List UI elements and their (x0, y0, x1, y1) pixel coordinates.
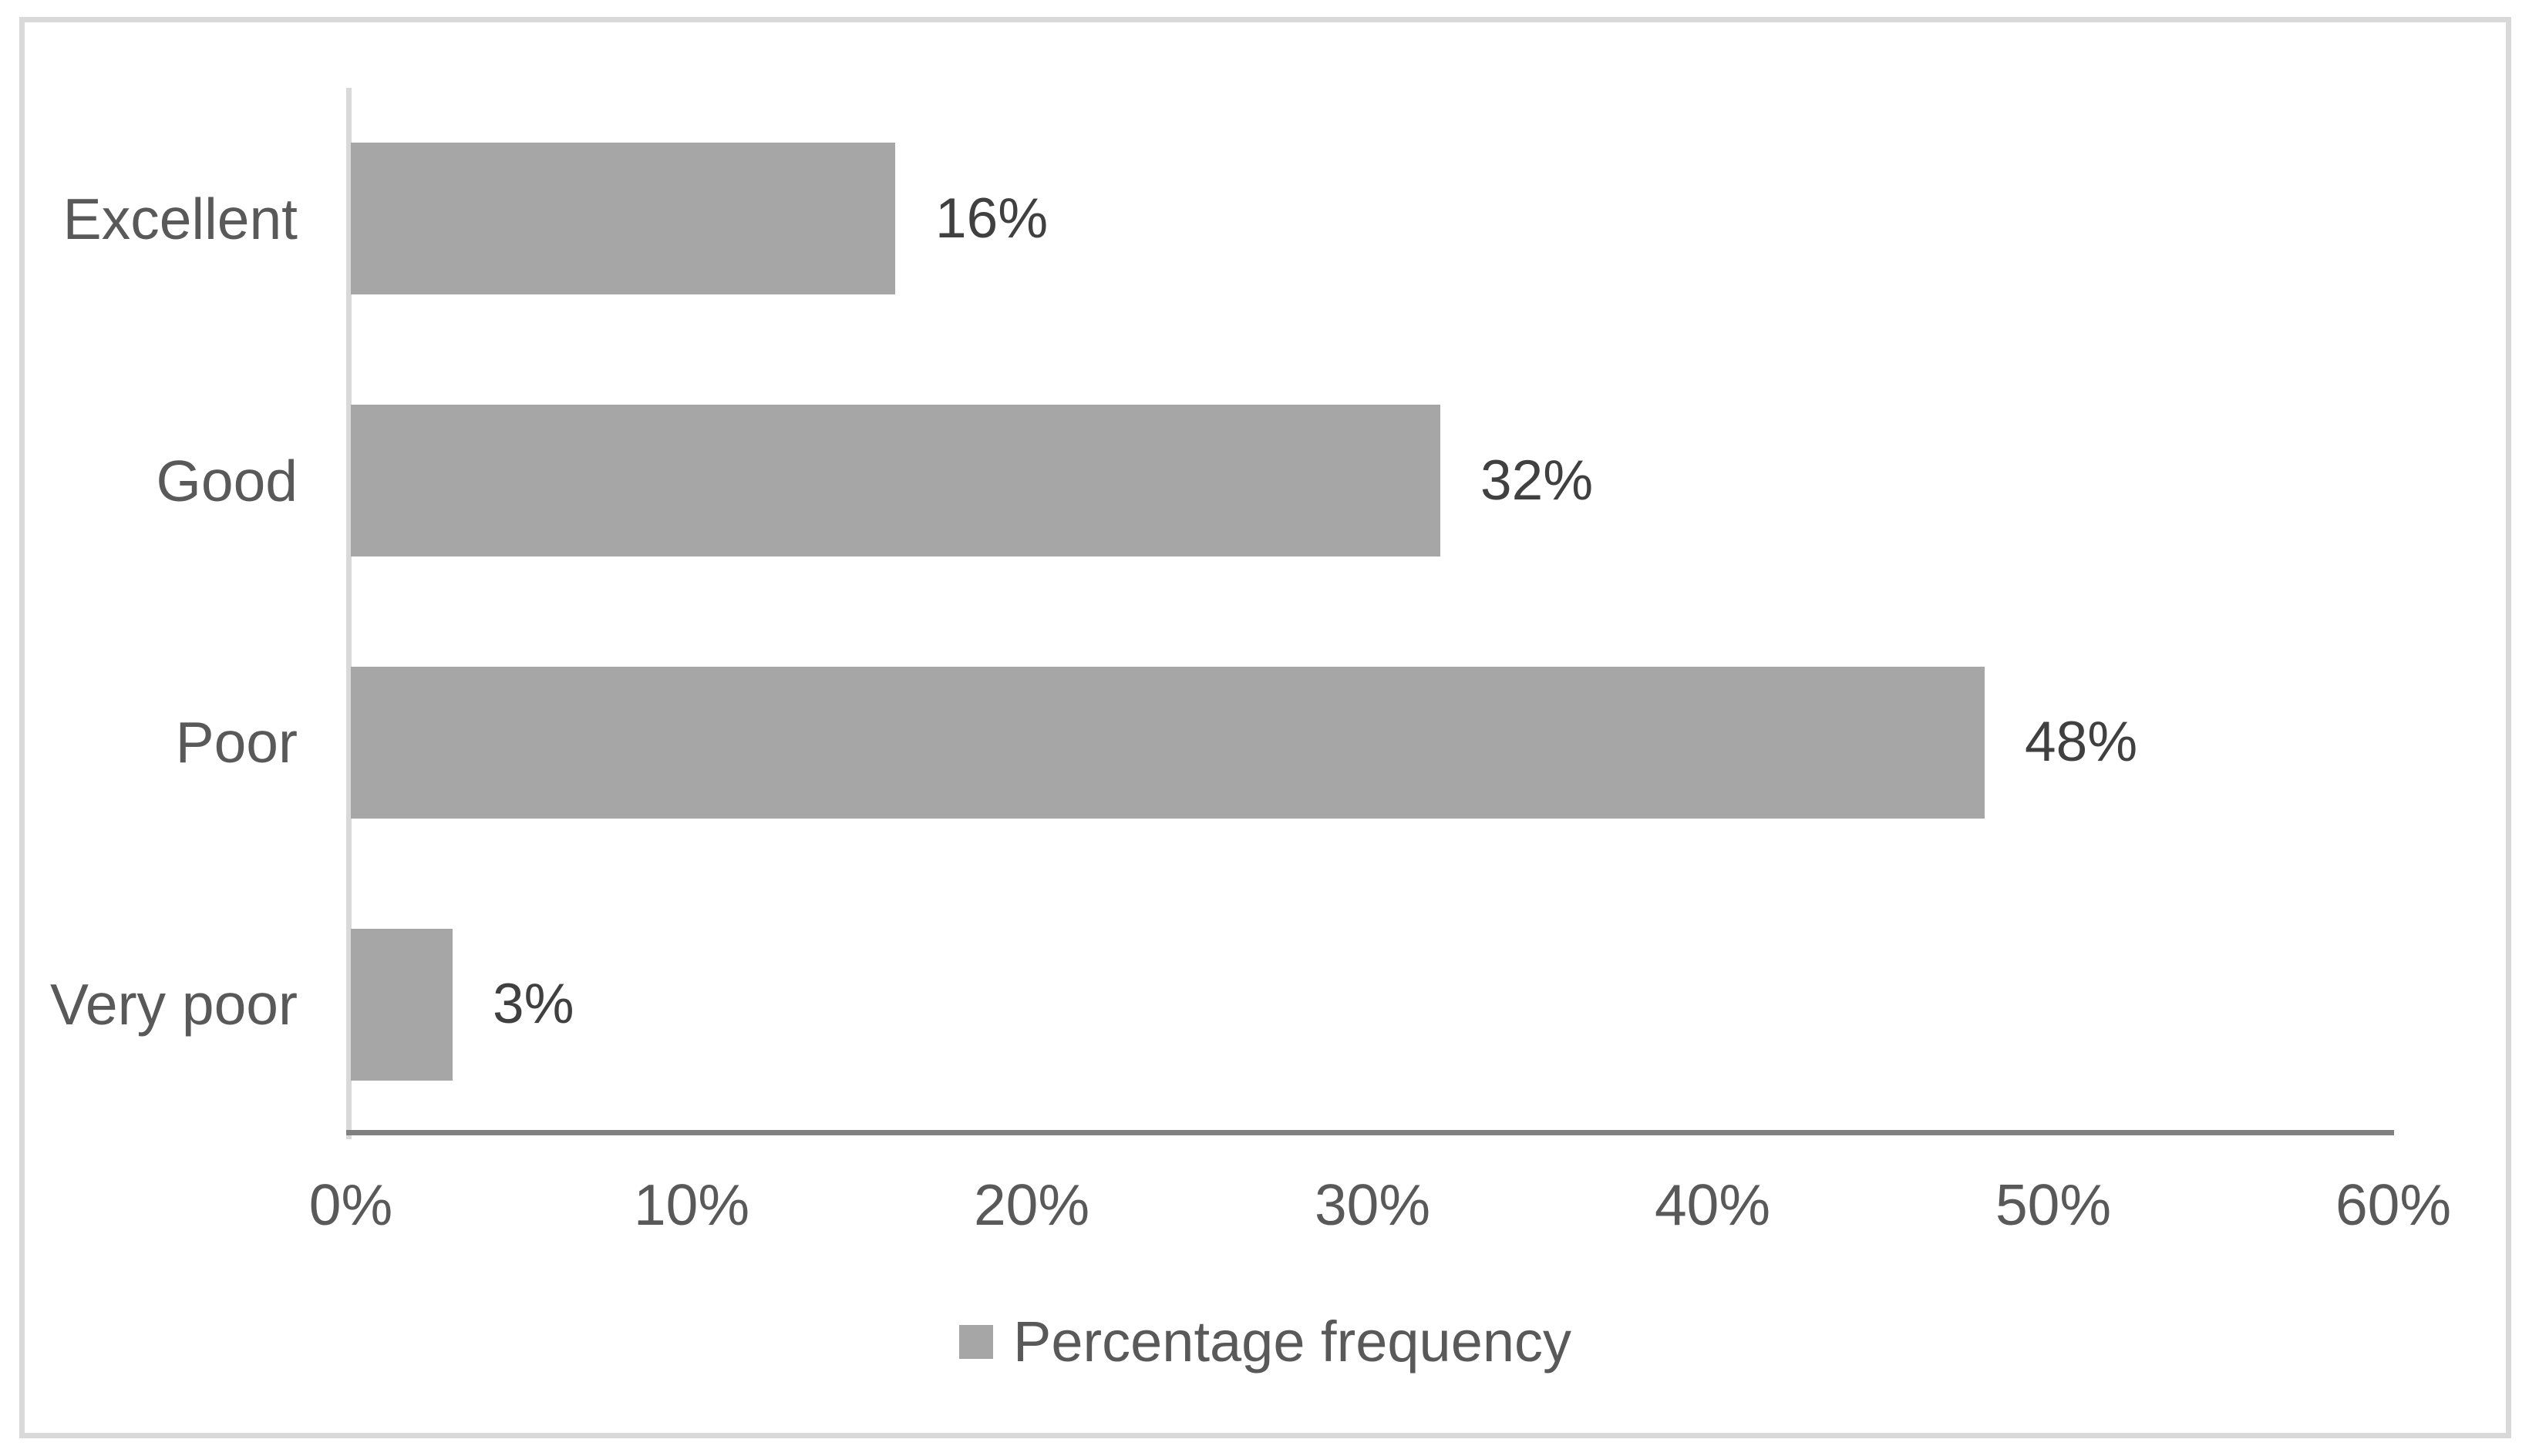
legend-swatch-icon (958, 1324, 993, 1359)
legend-label: Percentage frequency (1012, 1310, 1572, 1374)
legend: Percentage frequency (19, 1309, 2511, 1374)
chart-frame (19, 17, 2511, 1438)
